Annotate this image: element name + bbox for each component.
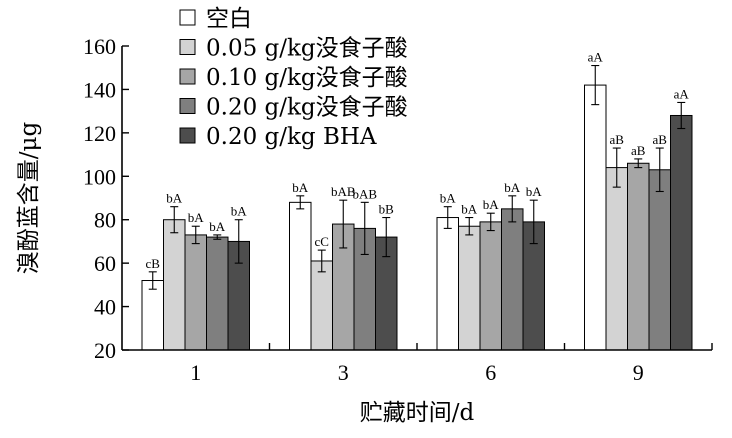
bar-series-2-day-1 xyxy=(184,234,207,351)
x-tick-label: 6 xyxy=(485,360,496,385)
y-tick-label: 80 xyxy=(94,208,116,233)
significance-label: bA xyxy=(231,204,248,219)
significance-label: bA xyxy=(440,191,457,206)
bar-series-2-day-6 xyxy=(479,221,502,351)
y-tick-label: 100 xyxy=(83,164,116,189)
y-tick-label: 40 xyxy=(94,295,116,320)
significance-label: aA xyxy=(674,86,690,101)
x-tick-label: 9 xyxy=(633,360,644,385)
bar-series-1-day-9 xyxy=(605,167,628,351)
x-tick-label: 1 xyxy=(190,360,201,385)
bar-series-2-day-9 xyxy=(627,162,650,351)
x-ticks: 1 3 6 9 xyxy=(190,343,713,385)
significance-label: bA xyxy=(292,180,309,195)
legend-label: 空白 xyxy=(206,6,252,32)
bar-series-4-day-9 xyxy=(670,114,693,351)
significance-label: bA xyxy=(504,180,521,195)
y-tick-label: 140 xyxy=(83,77,116,102)
y-tick-label: 20 xyxy=(94,338,116,363)
bar-series-3-day-1 xyxy=(206,236,229,351)
y-tick-label: 60 xyxy=(94,251,116,276)
x-tick-label: 3 xyxy=(338,360,349,385)
bar-series-1-day-1 xyxy=(163,219,186,351)
significance-label: aB xyxy=(653,132,668,147)
legend-label: 0.10 g/kg没食子酸 xyxy=(206,65,408,91)
significance-label: aA xyxy=(588,50,604,65)
y-ticks: 20 40 60 80 100 120 140 160 xyxy=(83,34,129,363)
significance-label: bA xyxy=(483,197,500,212)
legend-swatch xyxy=(179,98,196,114)
bar-series-1-day-6 xyxy=(458,225,481,351)
significance-label: bA xyxy=(461,202,478,217)
legend-swatch xyxy=(179,127,196,144)
significance-label: bA xyxy=(209,219,226,234)
bar-series-0-day-6 xyxy=(436,217,459,351)
bar-series-0-day-9 xyxy=(584,84,607,351)
significance-label: bA xyxy=(526,184,543,199)
significance-label: cC xyxy=(315,234,329,249)
bars xyxy=(141,84,693,351)
significance-label: bB xyxy=(379,202,395,217)
bar-series-3-day-9 xyxy=(648,169,671,351)
legend-label: 0.05 g/kg没食子酸 xyxy=(206,36,408,62)
legend-label: 0.20 g/kg BHA xyxy=(206,124,377,150)
y-tick-label: 120 xyxy=(83,121,116,146)
legend-swatch xyxy=(179,9,196,26)
legend-label: 0.20 g/kg没食子酸 xyxy=(206,95,408,121)
legend: 空白 0.05 g/kg没食子酸 0.10 g/kg没食子酸 0.20 g/kg没食子… xyxy=(179,6,408,150)
bar-series-1-day-3 xyxy=(310,260,333,351)
error-bars xyxy=(148,64,686,290)
significance-label: cB xyxy=(146,256,161,271)
significance-label: bAB xyxy=(331,184,356,199)
legend-swatch xyxy=(179,39,196,55)
x-axis-title: 贮藏时间/d xyxy=(360,400,475,426)
significance-label: aB xyxy=(631,143,646,158)
bar-series-0-day-1 xyxy=(141,280,164,351)
y-axis-title: 溴酚蓝含量/μg xyxy=(16,122,42,275)
legend-swatch xyxy=(179,68,196,85)
bar-series-0-day-3 xyxy=(289,201,312,351)
significance-label: bA xyxy=(188,210,205,225)
significance-label: bAB xyxy=(352,186,377,201)
significance-label: aB xyxy=(610,132,625,147)
significance-label: bA xyxy=(166,191,183,206)
bar-series-3-day-6 xyxy=(501,208,524,351)
y-tick-label: 160 xyxy=(83,34,116,59)
